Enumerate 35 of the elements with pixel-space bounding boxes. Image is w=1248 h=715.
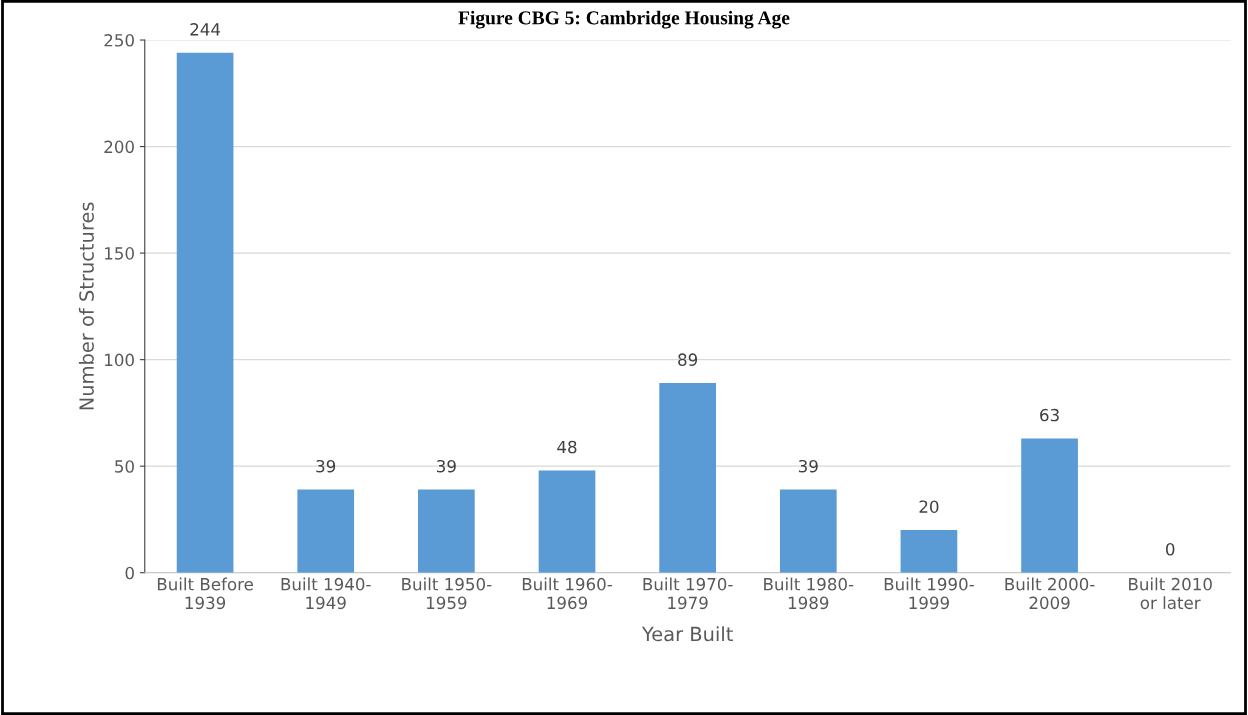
- x-tick-label: Built 1990- 1999: [884, 577, 974, 610]
- chart-title: Figure CBG 5: Cambridge Housing Age: [458, 10, 790, 29]
- x-tick-label: Built 1960- 1969: [522, 577, 612, 610]
- data-label: 0: [1166, 542, 1175, 556]
- y-tick-label: 250: [104, 34, 134, 47]
- x-tick-label: Built Before 1939: [157, 577, 253, 610]
- data-label: 39: [316, 459, 336, 473]
- data-label: 20: [919, 500, 939, 513]
- bar: [297, 489, 355, 573]
- x-tick-label: Built 2000- 2009: [1005, 577, 1095, 610]
- bar: [176, 52, 234, 573]
- y-tick-label: 50: [115, 460, 134, 473]
- data-label: 39: [437, 459, 456, 473]
- bar: [659, 383, 716, 573]
- bar: [900, 530, 958, 573]
- data-label: 244: [190, 23, 221, 36]
- x-tick-label: Built 1940- 1949: [281, 577, 371, 610]
- x-tick-label: Built 1950- 1959: [402, 577, 492, 610]
- data-label: 39: [798, 459, 818, 473]
- x-axis-title: Year Built: [641, 626, 733, 642]
- bar: [418, 489, 475, 573]
- y-tick-label: 150: [105, 247, 134, 260]
- bar: [538, 470, 596, 573]
- x-tick-label: Built 1970- 1979: [643, 577, 733, 610]
- bar: [1021, 438, 1078, 573]
- bar: [779, 489, 837, 573]
- y-tick-label: 0: [125, 566, 134, 580]
- y-tick-label: 200: [104, 140, 134, 154]
- data-label: 48: [557, 440, 577, 454]
- x-tick-label: Built 2010 or later: [1129, 577, 1212, 610]
- x-tick-label: Built 1980- 1989: [764, 577, 854, 610]
- data-label: 63: [1040, 408, 1059, 422]
- y-tick-label: 100: [105, 353, 134, 367]
- data-label: 89: [678, 353, 698, 366]
- y-axis-title: Number of Structures: [78, 202, 94, 410]
